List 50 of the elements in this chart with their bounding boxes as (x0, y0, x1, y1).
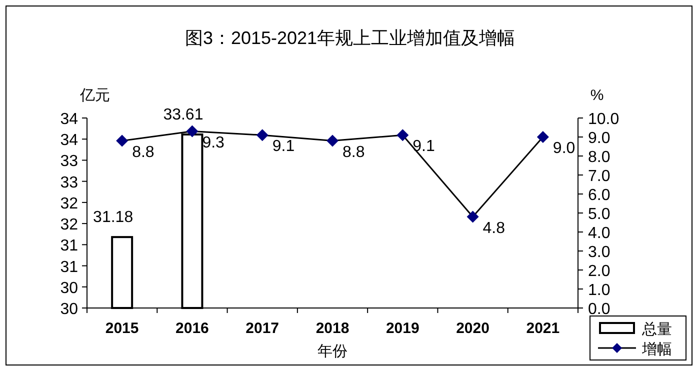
y2-tick-label: 9.0 (588, 130, 610, 147)
x-tick-label: 2018 (316, 320, 350, 337)
x-axis-title: 年份 (318, 343, 348, 360)
y2-tick-label: 3.0 (588, 244, 610, 261)
point (186, 125, 198, 138)
point (256, 129, 268, 142)
y2-tick-label: 4.0 (588, 225, 610, 242)
y-tick-label: 31 (60, 238, 78, 255)
y-tick-label: 31 (60, 258, 78, 276)
y2-axis-title: % (590, 87, 604, 104)
x-tick-label: 2015 (105, 320, 139, 337)
data-label: 8.8 (342, 144, 365, 161)
point (396, 129, 409, 142)
point (466, 210, 479, 223)
data-label: 9.3 (202, 134, 225, 152)
y2-tick-label: 6.0 (588, 187, 610, 204)
data-label: 9.1 (412, 138, 435, 156)
y-tick-label: 34 (60, 132, 78, 150)
y2-tick-label: 0.0 (588, 301, 610, 318)
legend-label: 总量 (641, 321, 672, 338)
point (536, 131, 549, 143)
y-tick-label: 30 (60, 280, 78, 297)
y2-tick-label: 8.0 (588, 149, 610, 166)
data-label: 8.8 (132, 144, 154, 161)
x-tick-label: 2017 (246, 320, 280, 337)
y-tick-label: 33 (60, 153, 78, 170)
y2-tick-label: 10.0 (588, 111, 620, 128)
data-label: 4.8 (482, 220, 506, 237)
y-tick-label: 30 (60, 301, 78, 318)
data-label: 33.61 (163, 106, 204, 124)
y2-tick-label: 5.0 (588, 206, 610, 223)
y-tick-label: 32 (60, 195, 78, 212)
data-label: 9.1 (272, 138, 295, 156)
y-axis-title: 亿元 (79, 87, 110, 104)
data-label: 31.18 (93, 209, 134, 226)
point (116, 134, 128, 147)
x-tick-label: 2016 (176, 320, 209, 337)
y2-tick-label: 1.0 (588, 282, 610, 299)
legend-label: 增幅 (641, 341, 672, 358)
x-tick-label: 2020 (456, 320, 490, 337)
chart-title: 图3：2015-2021年规上工业增加值及增幅 (184, 28, 516, 48)
y2-tick-label: 2.0 (588, 263, 610, 280)
y2-tick-label: 7.0 (588, 168, 610, 185)
x-tick-label: 2019 (386, 320, 420, 337)
y-tick-label: 34 (60, 111, 78, 128)
data-label: 9.0 (552, 140, 576, 157)
y-tick-label: 32 (60, 216, 78, 234)
point (326, 134, 338, 147)
y-tick-label: 33 (60, 174, 78, 192)
x-tick-label: 2021 (526, 320, 560, 337)
